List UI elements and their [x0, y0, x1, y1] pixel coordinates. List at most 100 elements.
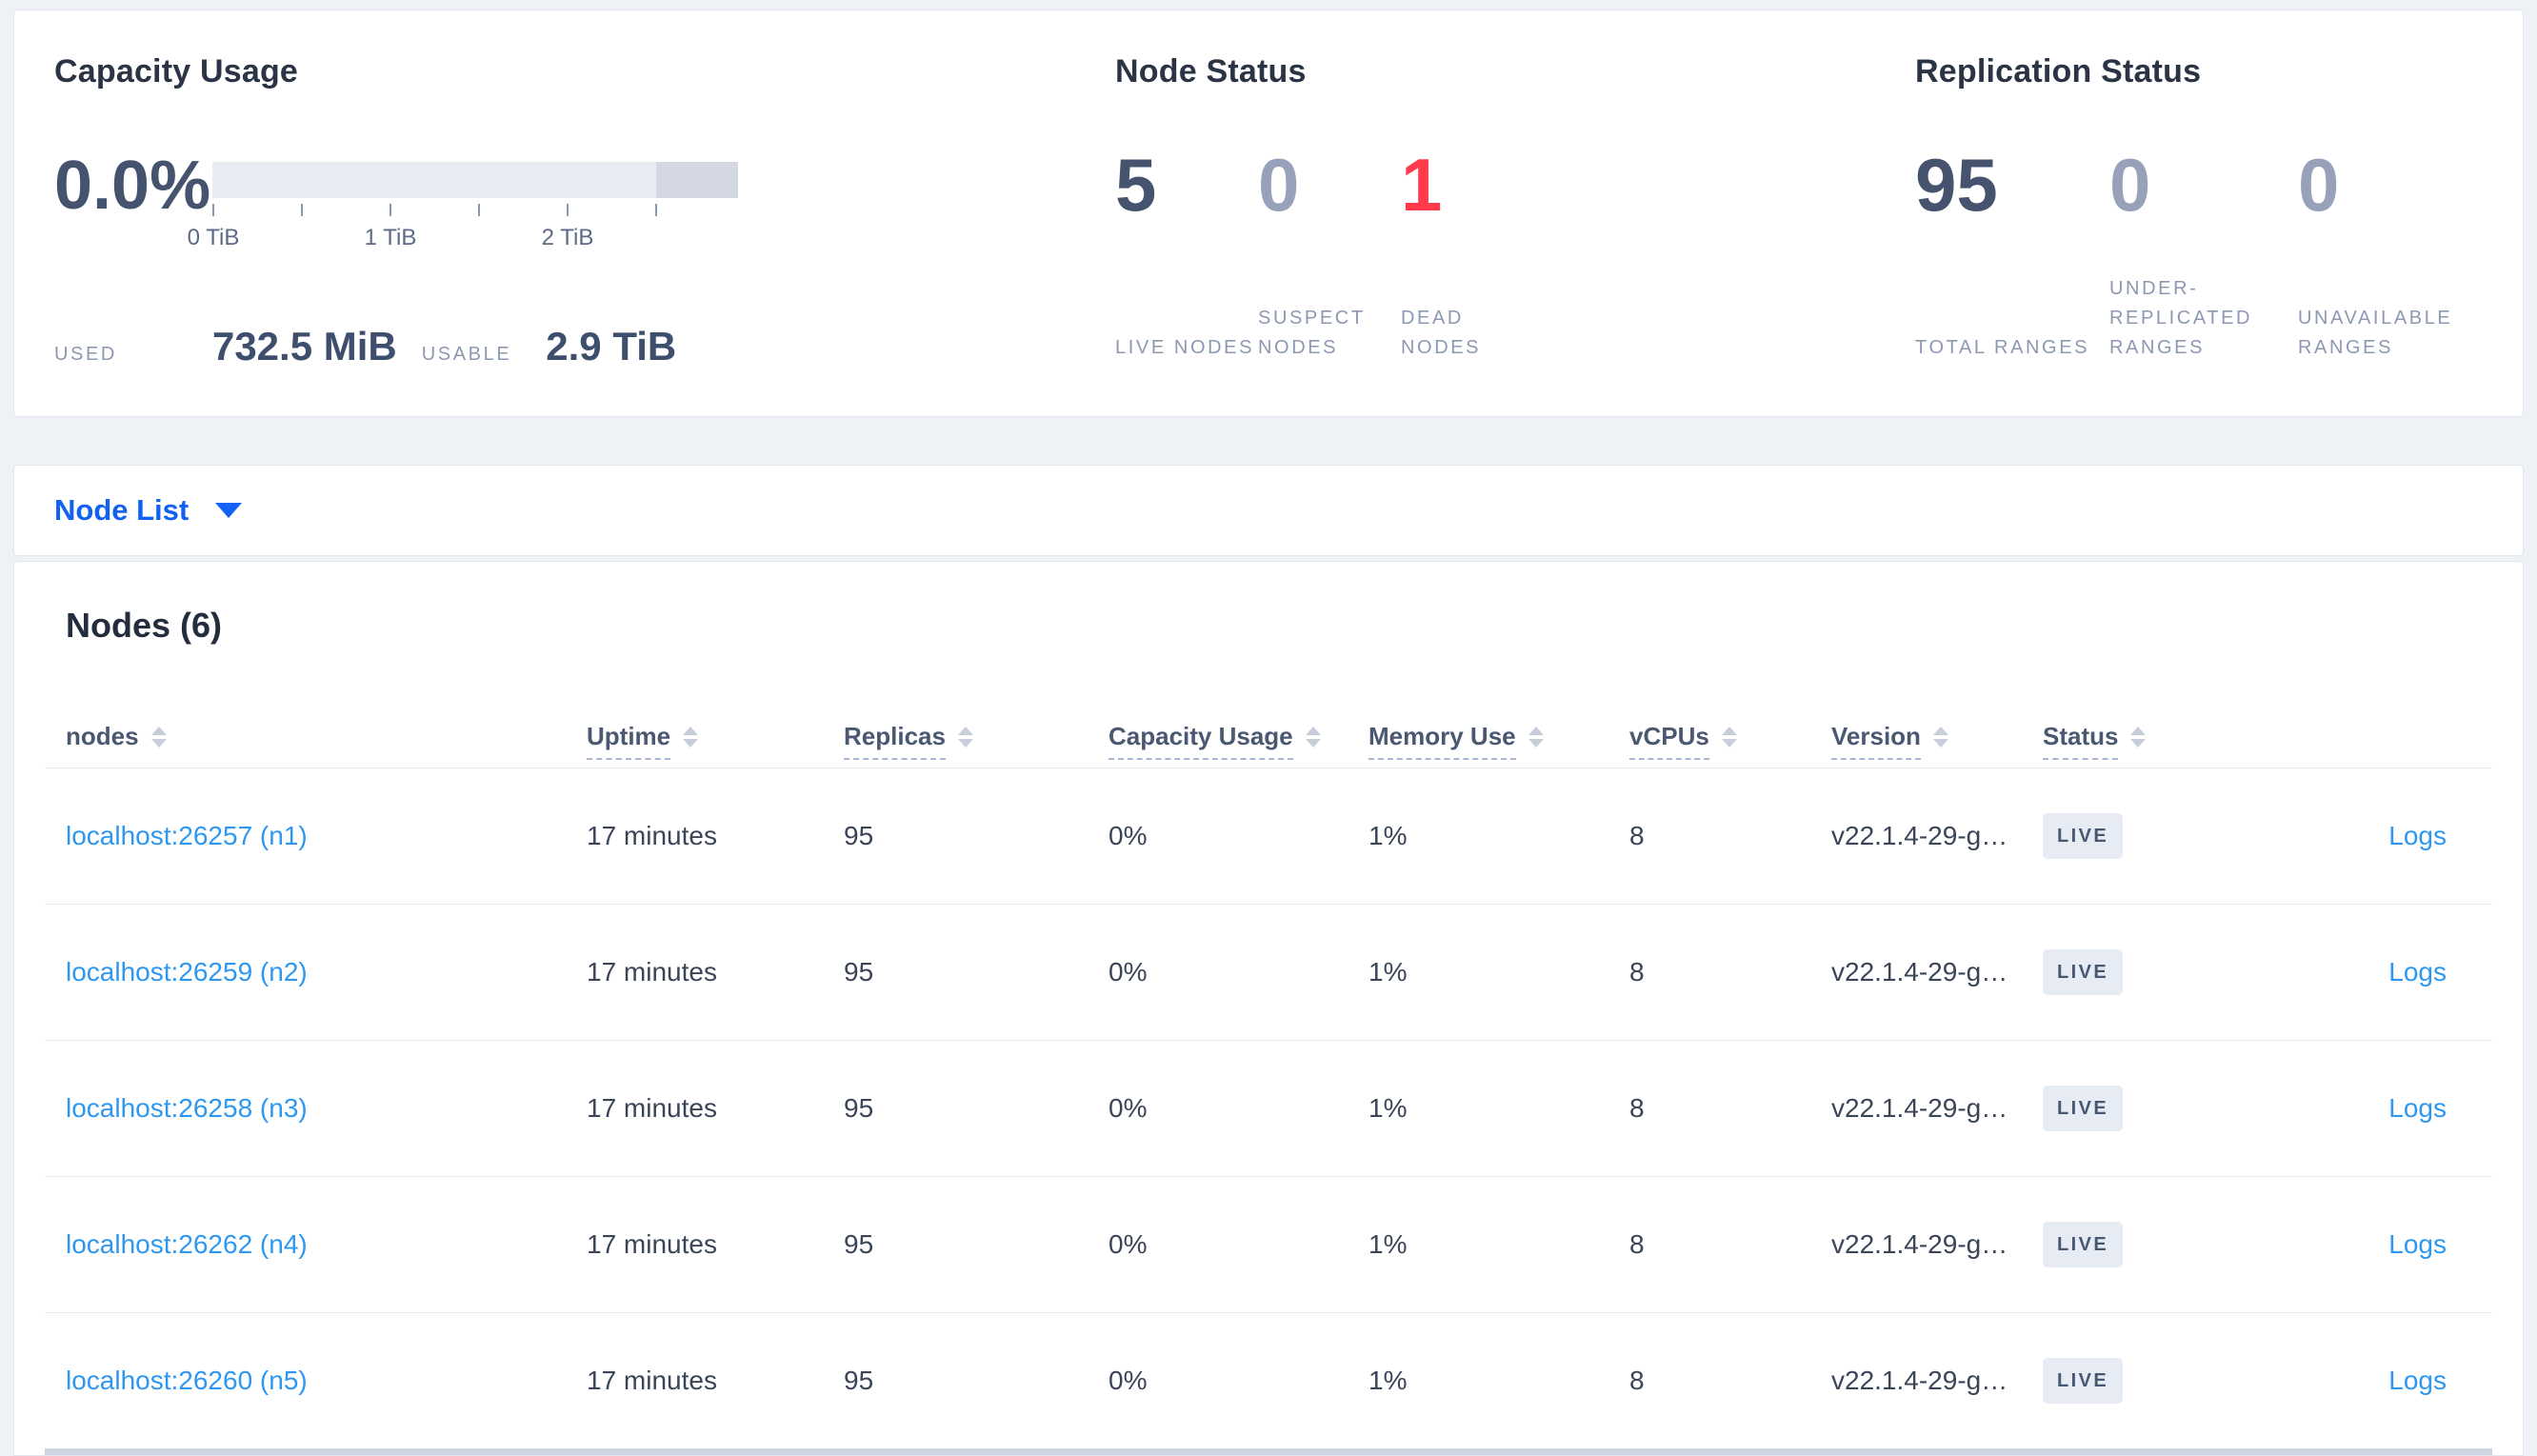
- sort-icon[interactable]: [2130, 727, 2147, 748]
- under-replicated-ranges-stat: 0 UNDER-REPLICATED RANGES: [2109, 143, 2253, 358]
- table-bottom-divider: [45, 1448, 2492, 1455]
- replicas-cell: 95: [844, 957, 874, 987]
- sort-asc-icon: [150, 727, 167, 735]
- sort-icon[interactable]: [683, 727, 699, 748]
- axis-tick: [567, 204, 569, 216]
- vcpus-cell: 8: [1629, 1093, 1645, 1123]
- sort-icon[interactable]: [1305, 727, 1321, 748]
- capacity-usage-cell: 0%: [1109, 1093, 1148, 1123]
- column-header-capacity-usage[interactable]: Capacity Usage: [1109, 722, 1368, 768]
- capacity-axis-ticks: [212, 204, 738, 216]
- status-badge: LIVE: [2043, 813, 2124, 859]
- sort-desc-icon: [1528, 739, 1544, 748]
- column-header-memory-use[interactable]: Memory Use: [1368, 722, 1629, 768]
- capacity-usage-title: Capacity Usage: [54, 53, 299, 90]
- column-header-status[interactable]: Status: [2043, 722, 2262, 768]
- nodes-table: nodes Uptime Replicas Capacity Usage Mem…: [45, 722, 2492, 1455]
- usable-value: 2.9 TiB: [546, 324, 677, 369]
- unavailable-ranges-stat: 0 UNAVAILABLE RANGES: [2298, 143, 2453, 358]
- node-link[interactable]: localhost:26262 (n4): [66, 1229, 308, 1259]
- table-row: localhost:26262 (n4) 17 minutes 95 0% 1%…: [45, 1177, 2492, 1313]
- capacity-usage-cell: 0%: [1109, 1366, 1148, 1395]
- sort-icon[interactable]: [1932, 727, 1948, 748]
- sort-desc-icon: [150, 739, 167, 748]
- logs-link[interactable]: Logs: [2388, 1229, 2447, 1259]
- version-cell: v22.1.4-29-g…: [1831, 957, 2008, 987]
- node-link[interactable]: localhost:26260 (n5): [66, 1366, 308, 1395]
- node-list-dropdown[interactable]: Node List: [54, 493, 243, 528]
- nodes-table-header: nodes Uptime Replicas Capacity Usage Mem…: [45, 722, 2492, 768]
- memory-use-cell: 1%: [1368, 1093, 1408, 1123]
- logs-link[interactable]: Logs: [2388, 1366, 2447, 1395]
- sort-icon[interactable]: [957, 727, 973, 748]
- node-list-dropdown-label[interactable]: Node List: [54, 493, 190, 527]
- logs-link[interactable]: Logs: [2388, 1093, 2447, 1123]
- sort-desc-icon: [683, 739, 699, 748]
- sort-icon[interactable]: [150, 727, 167, 748]
- replicas-cell: 95: [844, 1229, 874, 1259]
- sort-asc-icon: [1932, 727, 1948, 735]
- suspect-nodes-stat: 0 SUSPECT NODES: [1258, 143, 1366, 358]
- vcpus-cell: 8: [1629, 1229, 1645, 1259]
- capacity-bar: [212, 162, 738, 198]
- status-badge: LIVE: [2043, 1222, 2124, 1267]
- table-row: localhost:26260 (n5) 17 minutes 95 0% 1%…: [45, 1313, 2492, 1448]
- capacity-usage-section: Capacity Usage 0.0% 0 TiB 1 TiB 2 TiB USED…: [54, 50, 1064, 384]
- axis-tick: [478, 204, 480, 216]
- uptime-cell: 17 minutes: [587, 957, 717, 987]
- sort-icon[interactable]: [1528, 727, 1544, 748]
- replication-status-section: Replication Status 95 TOTAL RANGES 0 UND…: [1915, 50, 2496, 384]
- sort-icon[interactable]: [1721, 727, 1737, 748]
- version-cell: v22.1.4-29-g…: [1831, 1366, 2008, 1395]
- column-header-uptime[interactable]: Uptime: [587, 722, 844, 768]
- node-link[interactable]: localhost:26257 (n1): [66, 821, 308, 850]
- axis-tick: [301, 204, 303, 216]
- memory-use-cell: 1%: [1368, 1229, 1408, 1259]
- replication-status-title: Replication Status: [1915, 53, 2202, 90]
- column-header-nodes[interactable]: nodes: [45, 722, 587, 768]
- sort-desc-icon: [1932, 739, 1948, 748]
- column-header-version[interactable]: Version: [1831, 722, 2043, 768]
- table-row: localhost:26258 (n3) 17 minutes 95 0% 1%…: [45, 1041, 2492, 1177]
- nodes-table-title: Nodes (6): [66, 606, 223, 645]
- memory-use-cell: 1%: [1368, 1366, 1408, 1395]
- status-badge: LIVE: [2043, 1358, 2124, 1404]
- replicas-cell: 95: [844, 1093, 874, 1123]
- cluster-summary-card: Capacity Usage 0.0% 0 TiB 1 TiB 2 TiB USED…: [13, 10, 2524, 417]
- node-status-title: Node Status: [1115, 53, 1307, 90]
- usable-label: USABLE: [421, 344, 512, 365]
- axis-tick: [212, 204, 214, 216]
- sort-desc-icon: [2130, 739, 2147, 748]
- replication-status-stats: 95 TOTAL RANGES 0 UNDER-REPLICATED RANGE…: [1915, 143, 2492, 363]
- replicas-cell: 95: [844, 821, 874, 850]
- vcpus-cell: 8: [1629, 821, 1645, 850]
- table-row: localhost:26257 (n1) 17 minutes 95 0% 1%…: [45, 768, 2492, 905]
- memory-use-cell: 1%: [1368, 957, 1408, 987]
- sort-desc-icon: [957, 739, 973, 748]
- used-value: 732.5 MiB: [211, 324, 397, 369]
- column-header-replicas[interactable]: Replicas: [844, 722, 1109, 768]
- node-status-section: Node Status 5 LIVE NODES 0 SUSPECT NODES…: [1115, 50, 1801, 384]
- memory-use-cell: 1%: [1368, 821, 1408, 850]
- total-ranges-stat: 95 TOTAL RANGES: [1915, 143, 2090, 358]
- vcpus-cell: 8: [1629, 957, 1645, 987]
- version-cell: v22.1.4-29-g…: [1831, 821, 2008, 850]
- view-selector-strip: Node List: [13, 465, 2524, 556]
- live-nodes-stat: 5 LIVE NODES: [1115, 143, 1255, 358]
- sort-asc-icon: [1305, 727, 1321, 735]
- chevron-down-icon[interactable]: [215, 503, 243, 518]
- column-header-vcpus[interactable]: vCPUs: [1629, 722, 1831, 768]
- replicas-cell: 95: [844, 1366, 874, 1395]
- sort-desc-icon: [1721, 739, 1737, 748]
- logs-link[interactable]: Logs: [2388, 821, 2447, 850]
- sort-asc-icon: [683, 727, 699, 735]
- table-row: localhost:26259 (n2) 17 minutes 95 0% 1%…: [45, 905, 2492, 1041]
- logs-link[interactable]: Logs: [2388, 957, 2447, 987]
- node-link[interactable]: localhost:26258 (n3): [66, 1093, 308, 1123]
- node-link[interactable]: localhost:26259 (n2): [66, 957, 308, 987]
- column-header-logs: [2262, 722, 2492, 768]
- version-cell: v22.1.4-29-g…: [1831, 1093, 2008, 1123]
- status-badge: LIVE: [2043, 949, 2124, 995]
- capacity-usage-cell: 0%: [1109, 1229, 1148, 1259]
